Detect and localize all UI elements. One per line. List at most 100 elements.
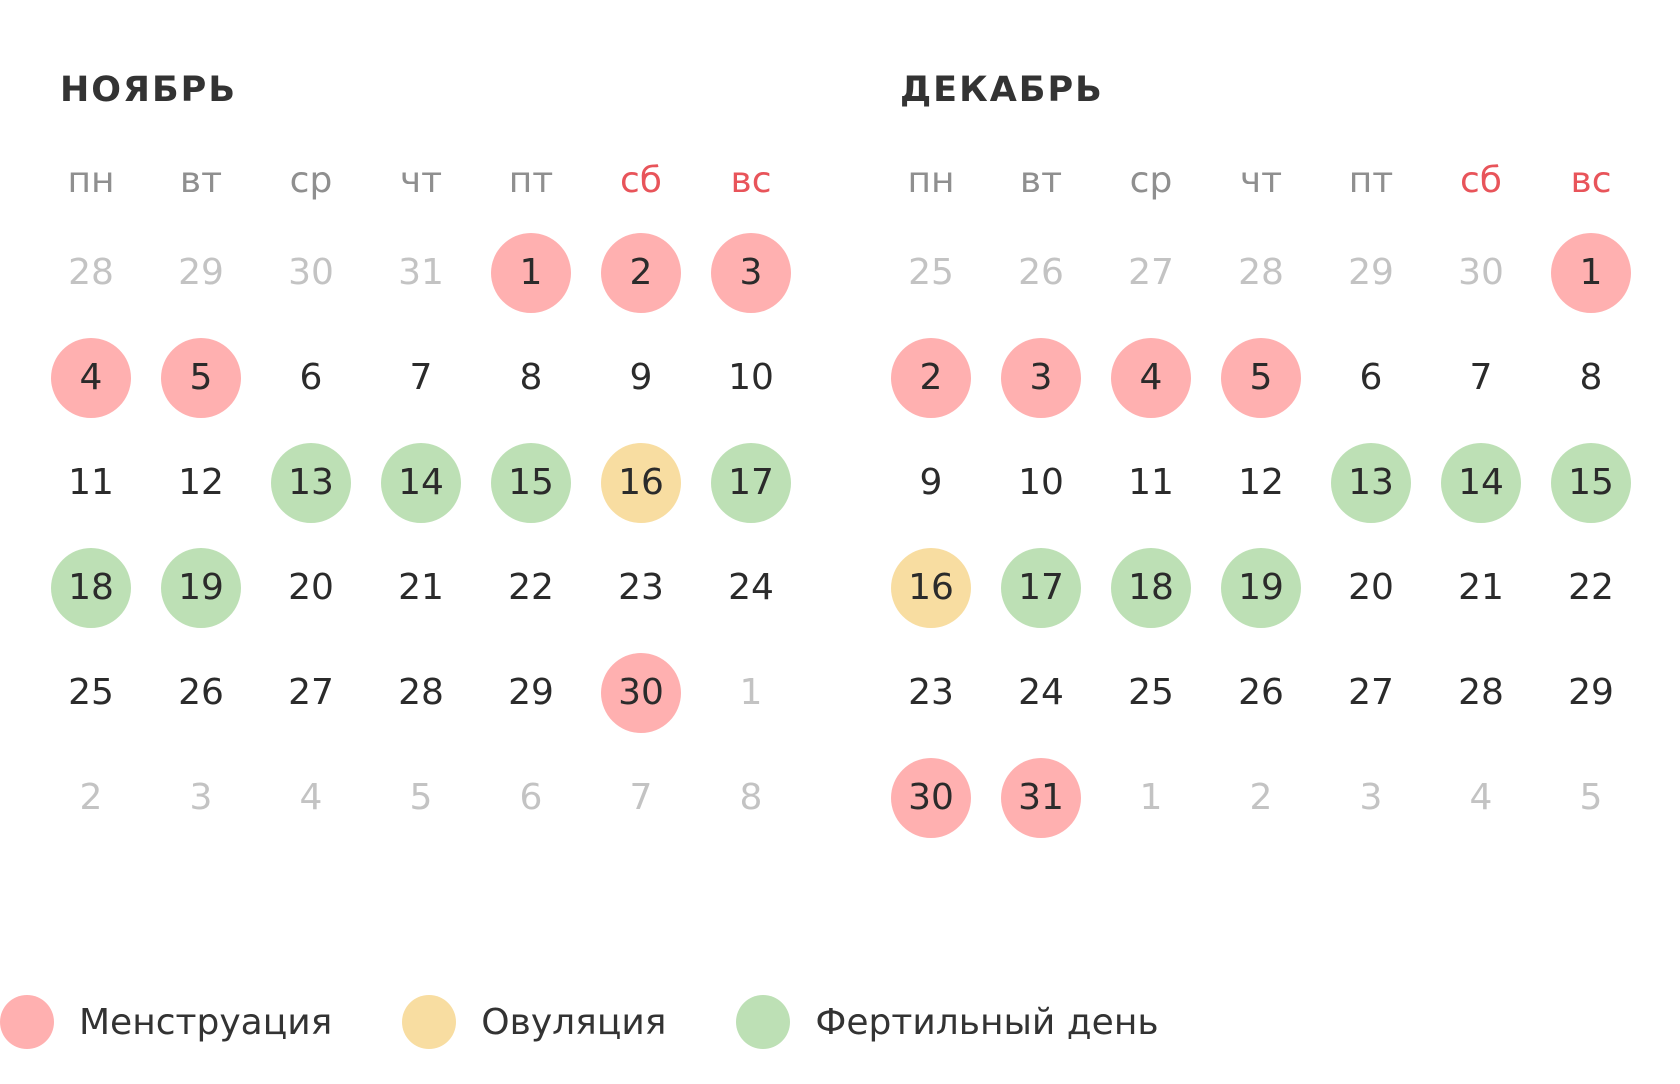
day[interactable]: 26 <box>178 672 224 713</box>
day-cell: 5 <box>1536 745 1646 850</box>
day-other-month[interactable]: 7 <box>629 777 653 818</box>
day[interactable]: 27 <box>288 672 334 713</box>
day-menstruation[interactable]: 1 <box>491 232 571 313</box>
day-cell: 8 <box>696 745 806 850</box>
day-other-month[interactable]: 29 <box>1348 252 1394 293</box>
day-fertile[interactable]: 17 <box>1001 547 1081 628</box>
day-other-month[interactable]: 2 <box>79 777 103 818</box>
day-menstruation[interactable]: 31 <box>1001 757 1081 838</box>
day[interactable]: 24 <box>1018 672 1064 713</box>
day-other-month[interactable]: 29 <box>178 252 224 293</box>
day-cell: 29 <box>146 220 256 325</box>
day[interactable]: 10 <box>1018 462 1064 503</box>
weekday-header: сб <box>1460 159 1502 201</box>
day-other-month[interactable]: 5 <box>1579 777 1603 818</box>
day-other-month[interactable]: 1 <box>1139 777 1163 818</box>
day[interactable]: 23 <box>618 567 664 608</box>
day-cell: 22 <box>1536 535 1646 640</box>
day-other-month[interactable]: 1 <box>739 672 763 713</box>
day-menstruation[interactable]: 2 <box>891 337 971 418</box>
day[interactable]: 7 <box>1469 357 1493 398</box>
day[interactable]: 27 <box>1348 672 1394 713</box>
day[interactable]: 6 <box>1359 357 1383 398</box>
day[interactable]: 8 <box>1579 357 1603 398</box>
day[interactable]: 9 <box>919 462 943 503</box>
day-menstruation[interactable]: 3 <box>1001 337 1081 418</box>
day-other-month[interactable]: 26 <box>1018 252 1064 293</box>
day-cell: 25 <box>1096 640 1206 745</box>
day-cell: 28 <box>366 640 476 745</box>
menstruation-dot-icon <box>0 995 54 1049</box>
day[interactable]: 21 <box>398 567 444 608</box>
day-menstruation[interactable]: 30 <box>601 652 681 733</box>
day-other-month[interactable]: 28 <box>68 252 114 293</box>
day[interactable]: 11 <box>1128 462 1174 503</box>
day[interactable]: 22 <box>1568 567 1614 608</box>
day-fertile[interactable]: 14 <box>1441 442 1521 523</box>
day[interactable]: 23 <box>908 672 954 713</box>
day-fertile[interactable]: 14 <box>381 442 461 523</box>
day-other-month[interactable]: 4 <box>1469 777 1493 818</box>
day-ovulation[interactable]: 16 <box>891 547 971 628</box>
day-menstruation[interactable]: 2 <box>601 232 681 313</box>
day-fertile[interactable]: 15 <box>1551 442 1631 523</box>
day[interactable]: 25 <box>68 672 114 713</box>
day-menstruation[interactable]: 1 <box>1551 232 1631 313</box>
day[interactable]: 21 <box>1458 567 1504 608</box>
day-fertile[interactable]: 18 <box>51 547 131 628</box>
day-fertile[interactable]: 19 <box>1221 547 1301 628</box>
day[interactable]: 12 <box>178 462 224 503</box>
day-other-month[interactable]: 25 <box>908 252 954 293</box>
day-other-month[interactable]: 3 <box>1359 777 1383 818</box>
day[interactable]: 8 <box>519 357 543 398</box>
day-other-month[interactable]: 8 <box>739 777 763 818</box>
day-other-month[interactable]: 28 <box>1238 252 1284 293</box>
day-menstruation[interactable]: 4 <box>51 337 131 418</box>
day-cell: 1 <box>1536 220 1646 325</box>
day-other-month[interactable]: 5 <box>409 777 433 818</box>
day-cell: 14 <box>366 430 476 535</box>
day-other-month[interactable]: 3 <box>189 777 213 818</box>
day[interactable]: 28 <box>398 672 444 713</box>
day[interactable]: 20 <box>288 567 334 608</box>
day[interactable]: 29 <box>1568 672 1614 713</box>
day-other-month[interactable]: 2 <box>1249 777 1273 818</box>
day[interactable]: 26 <box>1238 672 1284 713</box>
day-cell: 15 <box>476 430 586 535</box>
day-other-month[interactable]: 31 <box>398 252 444 293</box>
day-menstruation[interactable]: 5 <box>1221 337 1301 418</box>
day[interactable]: 24 <box>728 567 774 608</box>
day[interactable]: 6 <box>299 357 323 398</box>
day-ovulation[interactable]: 16 <box>601 442 681 523</box>
day-menstruation[interactable]: 3 <box>711 232 791 313</box>
day[interactable]: 25 <box>1128 672 1174 713</box>
day-fertile[interactable]: 18 <box>1111 547 1191 628</box>
day-cell: 24 <box>696 535 806 640</box>
day[interactable]: 22 <box>508 567 554 608</box>
day-other-month[interactable]: 4 <box>299 777 323 818</box>
day-fertile[interactable]: 13 <box>1331 442 1411 523</box>
day[interactable]: 29 <box>508 672 554 713</box>
day[interactable]: 9 <box>629 357 653 398</box>
day-fertile[interactable]: 13 <box>271 442 351 523</box>
weekday-header: ср <box>1129 159 1173 201</box>
day[interactable]: 7 <box>409 357 433 398</box>
day-other-month[interactable]: 27 <box>1128 252 1174 293</box>
day[interactable]: 12 <box>1238 462 1284 503</box>
day-fertile[interactable]: 17 <box>711 442 791 523</box>
day[interactable]: 28 <box>1458 672 1504 713</box>
day[interactable]: 10 <box>728 357 774 398</box>
day-cell: 21 <box>1426 535 1536 640</box>
day-menstruation[interactable]: 4 <box>1111 337 1191 418</box>
day-fertile[interactable]: 15 <box>491 442 571 523</box>
day-other-month[interactable]: 30 <box>1458 252 1504 293</box>
day-other-month[interactable]: 30 <box>288 252 334 293</box>
weekday-header: пт <box>1348 159 1394 201</box>
day-menstruation[interactable]: 5 <box>161 337 241 418</box>
weekday-header: чт <box>1239 159 1283 201</box>
day-fertile[interactable]: 19 <box>161 547 241 628</box>
day-other-month[interactable]: 6 <box>519 777 543 818</box>
day[interactable]: 11 <box>68 462 114 503</box>
day-menstruation[interactable]: 30 <box>891 757 971 838</box>
day[interactable]: 20 <box>1348 567 1394 608</box>
